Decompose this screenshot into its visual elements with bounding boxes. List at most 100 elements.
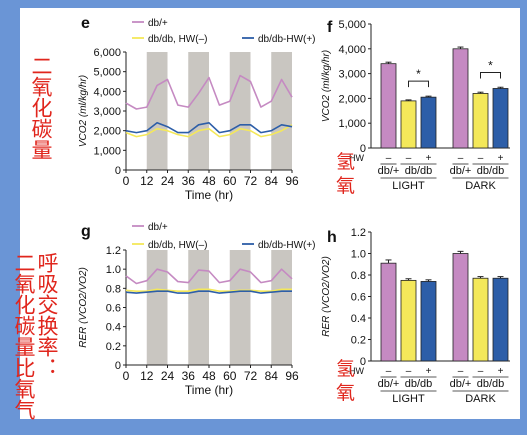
night-band-g-0	[146, 250, 168, 365]
figure-panel: 0 1,000 2,000 3,000 4,000 5,000 6,000 0 12 24 36 48…	[20, 8, 520, 419]
series-line-g-2	[125, 290, 292, 294]
category-label-f-3: db/db	[477, 165, 505, 177]
significance-star-f-1: *	[488, 58, 493, 72]
category-label-f-0: db/+	[378, 165, 400, 177]
hw-sign-h-2: +	[426, 366, 432, 377]
x-tick-label-e-6: 72	[244, 174, 258, 188]
significance-bracket-f-0	[408, 80, 429, 88]
significance-bracket-f-1	[480, 71, 501, 79]
bar-h-dark-1	[472, 277, 489, 362]
y-axis-label-h: RER (VCO2/VO2)	[321, 256, 332, 337]
hw-row-label-f: HW	[349, 153, 364, 163]
category-label-h-1: db/db	[405, 378, 433, 390]
x-tick-label-e-2: 24	[161, 174, 175, 188]
y-tick-label-f-0: 0	[360, 143, 366, 155]
hw-sign-f-2: +	[426, 153, 432, 164]
group-label-h-0: LIGHT	[392, 393, 425, 405]
y-tick-label-f-5: 5,000	[338, 19, 366, 31]
y-tick-label-e-5: 5,000	[93, 67, 121, 79]
y-tick-label-e-6: 6,000	[93, 47, 121, 59]
night-band-g-1	[188, 250, 209, 365]
category-label-h-0: db/+	[378, 378, 400, 390]
oxygen-annotation-f: 氧	[336, 175, 356, 197]
x-tick-label-g-8: 96	[285, 369, 299, 383]
x-tick-label-g-5: 60	[223, 369, 237, 383]
hw-sign-f-5: +	[498, 153, 504, 164]
hw-sign-h-1: –	[406, 366, 412, 377]
y-tick-label-h-0: 0	[360, 356, 366, 368]
night-band-e-3	[271, 52, 292, 170]
hw-sign-h-4: –	[478, 366, 484, 377]
legend-label-g-1: db/db, HW(–)	[148, 240, 207, 251]
bar-h-light-2	[420, 281, 437, 362]
bar-f-dark-1	[472, 93, 489, 149]
legend-label-e-0: db/+	[148, 18, 168, 29]
y-tick-label-e-4: 4,000	[93, 86, 121, 98]
figure-svg: 0 1,000 2,000 3,000 4,000 5,000 6,000 0 12 24 36 48…	[78, 15, 510, 405]
x-tick-label-g-3: 36	[182, 369, 196, 383]
hw-sign-f-0: –	[386, 153, 392, 164]
x-tick-label-g-2: 24	[161, 369, 175, 383]
hydrogen-annotation-f: 氢	[336, 151, 356, 173]
y-tick-label-e-0: 0	[115, 165, 121, 177]
legend-label-e-1: db/db, HW(–)	[148, 34, 207, 45]
x-tick-label-g-0: 0	[123, 369, 130, 383]
category-label-h-3: db/db	[477, 378, 505, 390]
co2-annotation: 二氧化碳量	[29, 55, 53, 160]
category-label-f-2: db/+	[450, 165, 472, 177]
bar-h-dark-2	[492, 277, 509, 362]
bar-h-dark-0	[452, 253, 469, 362]
bar-h-light-0	[380, 262, 397, 362]
x-axis-label-e: Time (hr)	[185, 188, 233, 202]
x-tick-label-e-8: 96	[285, 174, 299, 188]
y-tick-label-f-4: 4,000	[338, 44, 366, 56]
significance-star-f-0: *	[416, 67, 421, 81]
hw-sign-f-3: –	[458, 153, 464, 164]
x-tick-label-e-1: 12	[140, 174, 154, 188]
hw-sign-h-0: –	[386, 366, 392, 377]
y-tick-label-h-5: 1.0	[351, 249, 366, 261]
panel-letter-e: e	[81, 15, 90, 32]
y-tick-label-f-2: 2,000	[338, 93, 366, 105]
group-label-f-0: LIGHT	[392, 180, 425, 192]
x-tick-label-g-7: 84	[265, 369, 279, 383]
y-tick-label-h-1: 0.2	[351, 335, 366, 347]
night-band-e-2	[229, 52, 251, 170]
y-tick-label-f-1: 1,000	[338, 118, 366, 130]
panel-letter-g: g	[81, 223, 91, 240]
y-tick-label-h-6: 1.2	[351, 227, 366, 239]
bar-h-light-1	[400, 279, 417, 362]
y-tick-label-f-3: 3,000	[338, 69, 366, 81]
y-tick-label-h-2: 0.4	[351, 313, 366, 325]
series-line-e-0	[125, 74, 293, 110]
x-tick-label-g-4: 48	[202, 369, 216, 383]
night-band-g-2	[229, 250, 251, 365]
bar-f-light-2	[420, 96, 437, 149]
y-tick-label-g-6: 1.2	[106, 245, 121, 257]
x-tick-label-e-5: 60	[223, 174, 237, 188]
x-tick-label-e-3: 36	[182, 174, 196, 188]
rer-annotation-title: 呼吸交换率：	[35, 252, 59, 378]
y-tick-label-g-2: 0.4	[106, 322, 121, 334]
x-tick-label-e-7: 84	[265, 174, 279, 188]
oxygen-annotation-h: 氧	[336, 382, 356, 404]
group-label-f-1: DARK	[465, 180, 496, 192]
hydrogen-annotation-h: 氢	[336, 358, 356, 380]
bar-f-dark-2	[492, 88, 509, 149]
legend-label-g-0: db/+	[148, 222, 168, 233]
panel-letter-h: h	[327, 229, 337, 246]
x-tick-label-g-6: 72	[244, 369, 258, 383]
y-tick-label-g-4: 0.8	[106, 283, 121, 295]
night-band-e-0	[146, 52, 168, 170]
x-axis-label-g: Time (hr)	[185, 383, 233, 397]
bar-f-dark-0	[452, 48, 469, 149]
series-line-e-2	[125, 122, 293, 134]
y-tick-label-e-3: 3,000	[93, 106, 121, 118]
y-tick-label-e-1: 1,000	[93, 145, 121, 157]
y-tick-label-g-0: 0	[115, 360, 121, 372]
night-band-g-3	[271, 250, 292, 365]
series-line-g-0	[125, 268, 293, 285]
hw-sign-h-5: +	[498, 366, 504, 377]
hw-row-label-h: HW	[349, 366, 364, 376]
panel-letter-f: f	[327, 19, 333, 36]
